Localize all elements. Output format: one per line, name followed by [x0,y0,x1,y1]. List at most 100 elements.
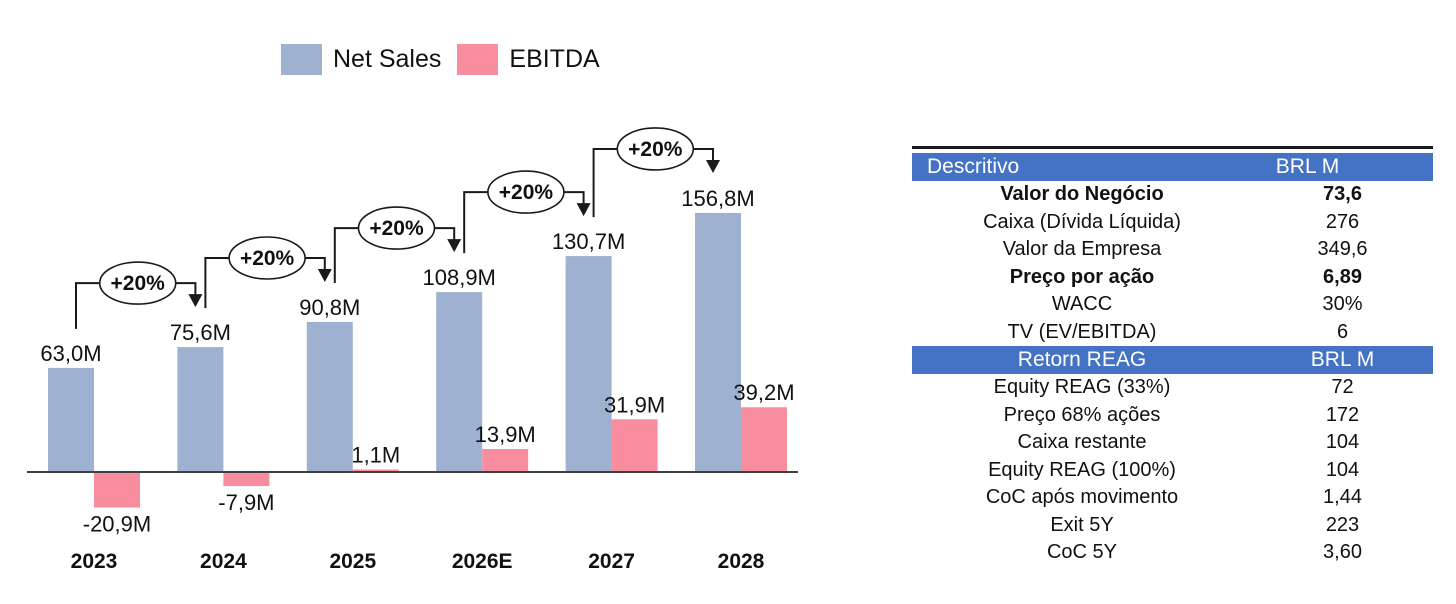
row-value: 349,6 [1317,238,1368,261]
table-row: CoC após movimento 1,44 [912,484,1433,512]
net-sales-bar [565,256,612,472]
row-label: Caixa (Dívida Líquida) [983,210,1181,233]
growth-oval [98,261,177,305]
growth-connector-line [434,227,456,241]
table-header-unit: BRL M [1275,155,1340,178]
arrow-down-icon [317,268,332,282]
ebitda-bar [352,469,399,472]
ebitda-value-label: -20,9M [83,512,151,537]
net-sales-ebitda-bar-chart: 63,0M -20,9M 2023 75,6M -7,9M 2024 90,8M 1,1M 20… [27,127,798,573]
row-value: 72 [1331,376,1354,399]
growth-percent-label: +20% [240,247,295,270]
net-sales-swatch-icon [281,44,322,75]
row-value: 223 [1325,513,1360,536]
legend-item-net-sales: Net Sales [281,44,441,75]
financial-table: Descritivo BRL M Valor do Negócio 73,6 Caixa… [912,146,1433,567]
ebitda-value-label: -7,9M [218,490,274,515]
ebitda-value-label: 13,9M [475,422,536,447]
growth-percent-label: +20% [499,181,554,204]
category-label: 2027 [588,550,635,573]
growth-connector-line [463,191,488,254]
legend-label-net-sales: Net Sales [333,45,442,73]
growth-percent-label: +20% [111,272,166,295]
chart-legend: Net Sales EBITDA [281,44,600,75]
table-top-border [912,146,1433,149]
growth-connector-line [563,191,585,205]
ebitda-bar [611,419,658,472]
row-label: CoC 5Y [1046,541,1118,564]
row-label: WACC [1051,293,1113,316]
row-value: 1,44 [1323,486,1362,509]
row-value: 73,6 [1323,183,1362,206]
growth-connector-line [693,147,714,161]
row-label: Preço 68% ações [1003,403,1161,426]
table-row: Equity REAG (33%) 72 [912,374,1433,402]
net-sales-value-label: 75,6M [170,320,231,345]
category-label: 2023 [71,550,118,573]
growth-oval [616,127,695,171]
table-row: Exit 5Y 223 [912,512,1433,540]
arrow-down-icon [706,159,720,173]
growth-connector-line [305,256,326,270]
legend-item-ebitda: EBITDA [457,44,600,75]
row-value: 172 [1325,403,1360,426]
arrow-down-icon [188,294,203,308]
category-label: 2024 [200,550,247,573]
net-sales-value-label: 108,9M [423,265,496,290]
table-row: Valor da Empresa 349,6 [912,236,1433,264]
ebitda-bar [223,473,270,487]
growth-connector-line [592,147,618,218]
table-row: WACC 30% [912,291,1433,319]
net-sales-value-label: 156,8M [681,186,754,211]
table-row: Caixa restante 104 [912,429,1433,457]
row-value: 3,60 [1323,541,1362,564]
row-label: TV (EV/EBITDA) [1007,320,1157,343]
row-label: Caixa restante [1017,431,1147,454]
table-row: Preço 68% ações 172 [912,402,1433,430]
net-sales-value-label: 130,7M [552,229,625,254]
ebitda-value-label: 1,1M [351,443,400,468]
row-label: Equity REAG (100%) [988,458,1176,481]
ebitda-swatch-icon [457,44,499,75]
table-section-header: Retorn REAG BRL M [912,346,1433,374]
row-value: 104 [1325,458,1360,481]
row-value: 104 [1325,431,1360,454]
table-body: Descritivo BRL M Valor do Negócio 73,6 Caixa… [912,153,1433,567]
legend-label-ebitda: EBITDA [509,45,600,73]
category-label: 2028 [718,550,765,573]
table-row: Equity REAG (100%) 104 [912,457,1433,485]
growth-connector-line [175,282,197,296]
category-label: 2025 [329,550,376,573]
growth-percent-label: +20% [628,138,683,161]
row-label: Preço por ação [1009,265,1155,288]
net-sales-bar [436,292,483,472]
row-value: 6 [1336,320,1349,343]
growth-connector-line [333,227,359,283]
ebitda-value-label: 39,2M [733,380,794,405]
row-label: Equity REAG (33%) [993,376,1171,399]
net-sales-bar [48,367,94,472]
ebitda-bar [94,473,140,508]
net-sales-bar [695,212,741,472]
growth-connector-line [204,256,230,309]
row-value: 6,89 [1323,265,1362,288]
growth-oval [228,236,306,280]
net-sales-value-label: 63,0M [40,341,101,366]
ebitda-value-label: 31,9M [604,392,665,417]
net-sales-bar [306,321,353,472]
row-label: CoC após movimento [985,486,1179,509]
table-header-label: Retorn REAG [1017,348,1147,371]
arrow-down-icon [447,239,462,253]
table-section-header: Descritivo BRL M [912,153,1433,181]
ebitda-bar [741,407,787,472]
table-row: TV (EV/EBITDA) 6 [912,319,1433,347]
ebitda-bar [482,449,529,472]
net-sales-value-label: 90,8M [299,295,360,320]
table-row: Valor do Negócio 73,6 [912,181,1433,209]
growth-oval [487,170,565,214]
table-row: CoC 5Y 3,60 [912,539,1433,567]
growth-percent-label: +20% [369,217,424,240]
net-sales-bar [177,347,224,472]
table-header-unit: BRL M [1310,348,1375,371]
